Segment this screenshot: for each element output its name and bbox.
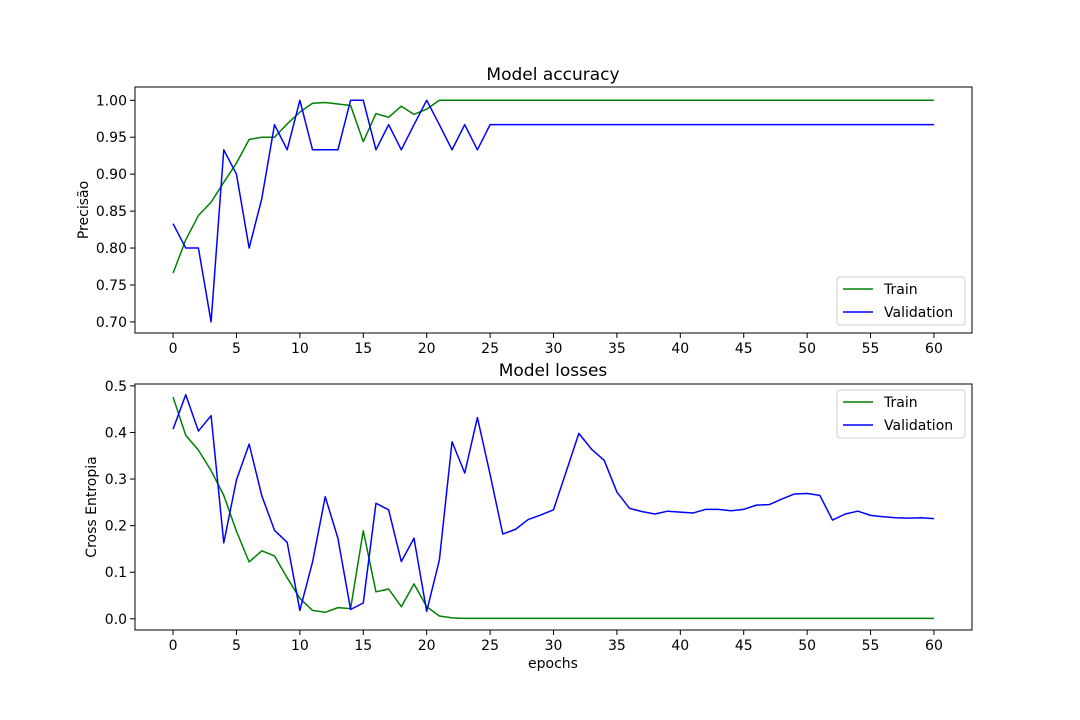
- accuracy-plot-frame: [134, 86, 973, 334]
- accuracy-plot-marks: 0 5 10 15 20 25 30 35 40 45 50 55 60 0.70 0.75 0.80 0.85…: [96, 93, 943, 357]
- losses-y-tick-label: 0.1: [105, 565, 127, 581]
- losses-x-tick-label: 60: [925, 638, 943, 654]
- losses-x-tick-label: 40: [671, 638, 689, 654]
- losses-x-tick-label: 50: [798, 638, 816, 654]
- losses-y-axis-label: Cross Entropia: [84, 456, 100, 557]
- accuracy-subplot: Model accuracy Precisão 0 5 10 15 20 25 30 35 40…: [76, 65, 973, 357]
- accuracy-y-tick-label: 0.95: [96, 130, 127, 146]
- accuracy-x-tick-label: 0: [169, 341, 178, 357]
- losses-y-tick-label: 0.2: [105, 519, 127, 535]
- accuracy-x-tick-label: 40: [671, 341, 689, 357]
- losses-x-tick-label: 5: [232, 638, 241, 654]
- losses-chart-title: Model losses: [499, 361, 608, 381]
- losses-plot-marks: 0 5 10 15 20 25 30 35 40 45 50 55 60 0.0 0.1 0.2 0.3 0.4 0…: [105, 379, 943, 654]
- losses-x-tick-label: 25: [481, 638, 499, 654]
- losses-x-tick-label: 45: [735, 638, 753, 654]
- accuracy-y-tick-label: 0.90: [96, 167, 127, 183]
- accuracy-y-tick-label: 0.85: [96, 204, 127, 220]
- losses-x-tick-label: 20: [418, 638, 436, 654]
- accuracy-x-tick-label: 60: [925, 341, 943, 357]
- losses-x-tick-label: 10: [291, 638, 309, 654]
- accuracy-x-tick-label: 50: [798, 341, 816, 357]
- accuracy-legend-train-label: Train: [883, 282, 918, 298]
- losses-subplot: Model losses Cross Entropia epochs 0 5 10 1…: [84, 361, 973, 672]
- accuracy-chart-title: Model accuracy: [486, 65, 619, 85]
- accuracy-series-train-line: [172, 99, 934, 274]
- losses-x-axis-label: epochs: [528, 656, 578, 672]
- losses-x-tick-label: 15: [354, 638, 372, 654]
- losses-legend: Train Validation: [836, 389, 966, 439]
- accuracy-y-tick-label: 0.75: [96, 278, 127, 294]
- accuracy-x-tick-label: 25: [481, 341, 499, 357]
- losses-y-tick-label: 0.4: [105, 425, 127, 441]
- accuracy-y-tick-label: 1.00: [96, 93, 127, 109]
- accuracy-x-tick-label: 15: [354, 341, 372, 357]
- losses-series-validation-line: [172, 393, 935, 613]
- accuracy-legend: Train Validation: [836, 276, 966, 326]
- accuracy-y-axis-label: Precisão: [76, 181, 92, 239]
- accuracy-x-tick-label: 35: [608, 341, 626, 357]
- accuracy-y-tick-label: 0.80: [96, 241, 127, 257]
- losses-legend-train-label: Train: [883, 395, 918, 411]
- losses-plot-frame: [134, 383, 973, 631]
- losses-y-tick-label: 0.5: [105, 379, 127, 395]
- losses-series-train-line: [172, 396, 934, 620]
- accuracy-legend-validation-label: Validation: [884, 305, 953, 321]
- accuracy-y-tick-label: 0.70: [96, 315, 127, 331]
- accuracy-x-tick-label: 30: [545, 341, 563, 357]
- losses-y-tick-label: 0.3: [105, 472, 127, 488]
- losses-x-tick-label: 35: [608, 638, 626, 654]
- losses-legend-validation-label: Validation: [884, 418, 953, 434]
- accuracy-x-tick-label: 5: [232, 341, 241, 357]
- accuracy-x-tick-label: 55: [862, 341, 880, 357]
- losses-x-tick-label: 0: [169, 638, 178, 654]
- losses-x-tick-label: 30: [545, 638, 563, 654]
- accuracy-x-tick-label: 20: [418, 341, 436, 357]
- accuracy-x-tick-label: 45: [735, 341, 753, 357]
- accuracy-x-tick-label: 10: [291, 341, 309, 357]
- accuracy-series-validation-line: [172, 99, 934, 323]
- losses-x-tick-label: 55: [862, 638, 880, 654]
- losses-y-tick-label: 0.0: [105, 612, 127, 628]
